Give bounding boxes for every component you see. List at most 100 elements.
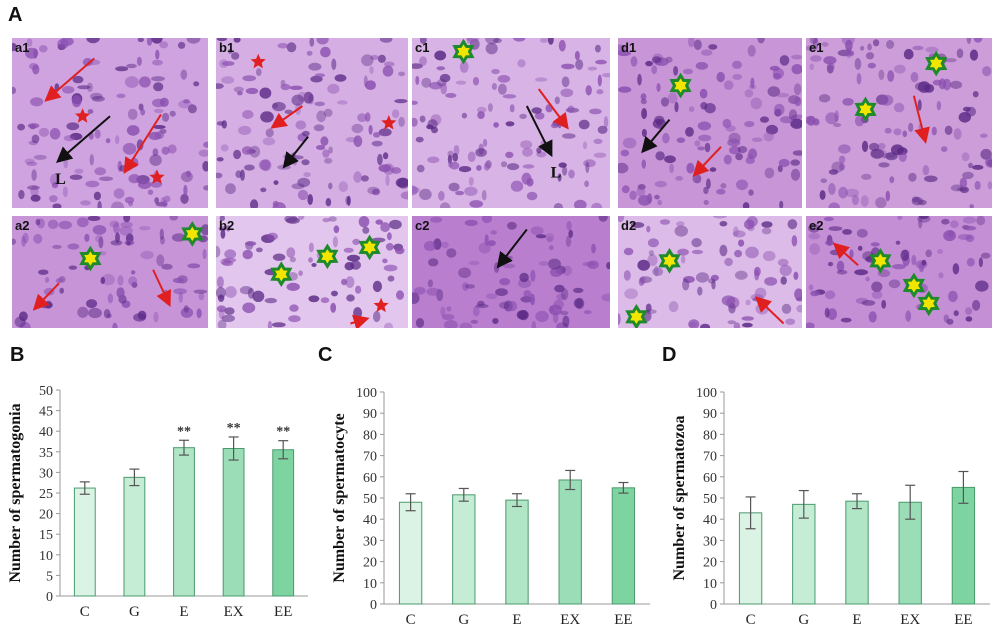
cell-nucleus <box>851 194 859 206</box>
cell-nucleus <box>308 242 314 253</box>
cell-nucleus <box>558 162 567 168</box>
cell-nucleus <box>742 322 753 328</box>
cell-nucleus <box>416 164 425 173</box>
cell-nucleus <box>760 116 769 123</box>
cell-nucleus <box>791 114 802 119</box>
cell-nucleus <box>173 288 187 295</box>
y-tick-label: 40 <box>703 513 717 528</box>
black-arrow-icon <box>525 105 553 158</box>
cell-nucleus <box>361 54 374 67</box>
black-arrow-icon <box>282 135 309 169</box>
cell-nucleus <box>119 165 127 172</box>
cell-nucleus <box>186 38 201 44</box>
significance-label: ** <box>276 425 290 440</box>
cell-nucleus <box>917 99 922 111</box>
cell-nucleus <box>836 270 848 275</box>
cell-nucleus <box>161 146 170 155</box>
y-tick-label: 5 <box>46 569 53 584</box>
cell-nucleus <box>794 96 802 107</box>
cell-nucleus <box>921 259 927 266</box>
cell-nucleus <box>845 188 859 198</box>
cell-nucleus <box>233 38 241 43</box>
cell-nucleus <box>810 55 822 62</box>
cell-nucleus <box>824 290 836 300</box>
cell-nucleus <box>697 121 712 131</box>
cell-nucleus <box>556 293 566 300</box>
cell-nucleus <box>392 109 400 119</box>
cell-nucleus <box>867 43 872 51</box>
cell-nucleus <box>578 119 590 130</box>
green-star-icon <box>902 272 925 299</box>
cell-nucleus <box>568 229 573 238</box>
cell-nucleus <box>151 76 165 82</box>
cell-nucleus <box>911 254 917 266</box>
cell-nucleus <box>539 38 548 43</box>
bar-G <box>792 503 816 605</box>
cell-nucleus <box>419 38 427 44</box>
cell-nucleus <box>862 251 875 261</box>
cell-nucleus <box>308 295 320 303</box>
cell-nucleus <box>259 87 272 99</box>
cell-nucleus <box>737 146 748 154</box>
cell-nucleus <box>763 131 774 142</box>
cell-nucleus <box>111 201 124 208</box>
y-tick-label: 40 <box>39 425 53 440</box>
cell-nucleus <box>688 319 700 328</box>
cell-nucleus <box>332 236 338 248</box>
cell-nucleus <box>322 149 330 158</box>
cell-nucleus <box>351 123 364 134</box>
cell-nucleus <box>470 319 479 324</box>
cell-nucleus <box>344 262 355 271</box>
cell-nucleus <box>128 174 141 184</box>
cell-nucleus <box>362 226 370 234</box>
cell-nucleus <box>256 247 263 253</box>
cell-nucleus <box>584 180 589 188</box>
cell-nucleus <box>91 95 105 102</box>
cell-nucleus <box>668 301 679 313</box>
cell-nucleus <box>568 169 575 179</box>
cell-nucleus <box>308 257 313 263</box>
cell-nucleus <box>39 302 53 309</box>
cell-nucleus <box>881 150 888 159</box>
cell-nucleus <box>953 310 959 317</box>
cell-nucleus <box>824 307 830 318</box>
cell-nucleus <box>667 92 678 104</box>
cell-nucleus <box>221 76 235 84</box>
cell-nucleus <box>66 122 80 131</box>
cell-nucleus <box>272 101 286 112</box>
cell-nucleus <box>720 183 727 189</box>
cell-nucleus <box>754 287 767 299</box>
cell-nucleus <box>27 123 40 129</box>
cell-nucleus <box>217 294 225 302</box>
cell-nucleus <box>594 44 601 53</box>
cell-nucleus <box>810 290 820 297</box>
micrograph-label: b1 <box>219 40 235 55</box>
y-tick-label: 90 <box>363 407 377 422</box>
cell-nucleus <box>895 240 901 245</box>
cell-nucleus <box>973 38 983 43</box>
cell-nucleus <box>885 190 890 202</box>
cell-nucleus <box>18 189 25 200</box>
cell-nucleus <box>320 297 330 304</box>
cell-nucleus <box>536 147 542 154</box>
cell-nucleus <box>12 238 16 245</box>
cell-nucleus <box>382 65 394 77</box>
cell-nucleus <box>519 272 529 283</box>
red-arrow-icon <box>692 146 722 177</box>
cell-nucleus <box>77 306 89 318</box>
bar-EE <box>951 486 976 605</box>
cell-nucleus <box>178 292 183 303</box>
cell-nucleus <box>962 216 976 224</box>
cell-nucleus <box>516 310 528 320</box>
cell-nucleus <box>177 41 186 49</box>
cell-nucleus <box>375 219 383 225</box>
cell-nucleus <box>694 140 701 147</box>
bar-EX <box>222 448 245 597</box>
cell-nucleus <box>757 38 765 44</box>
cell-nucleus <box>99 176 114 182</box>
cell-nucleus <box>836 260 845 272</box>
cell-nucleus <box>33 154 47 160</box>
cell-nucleus <box>116 93 126 99</box>
cell-nucleus <box>125 76 139 88</box>
y-tick-label: 30 <box>39 466 53 481</box>
